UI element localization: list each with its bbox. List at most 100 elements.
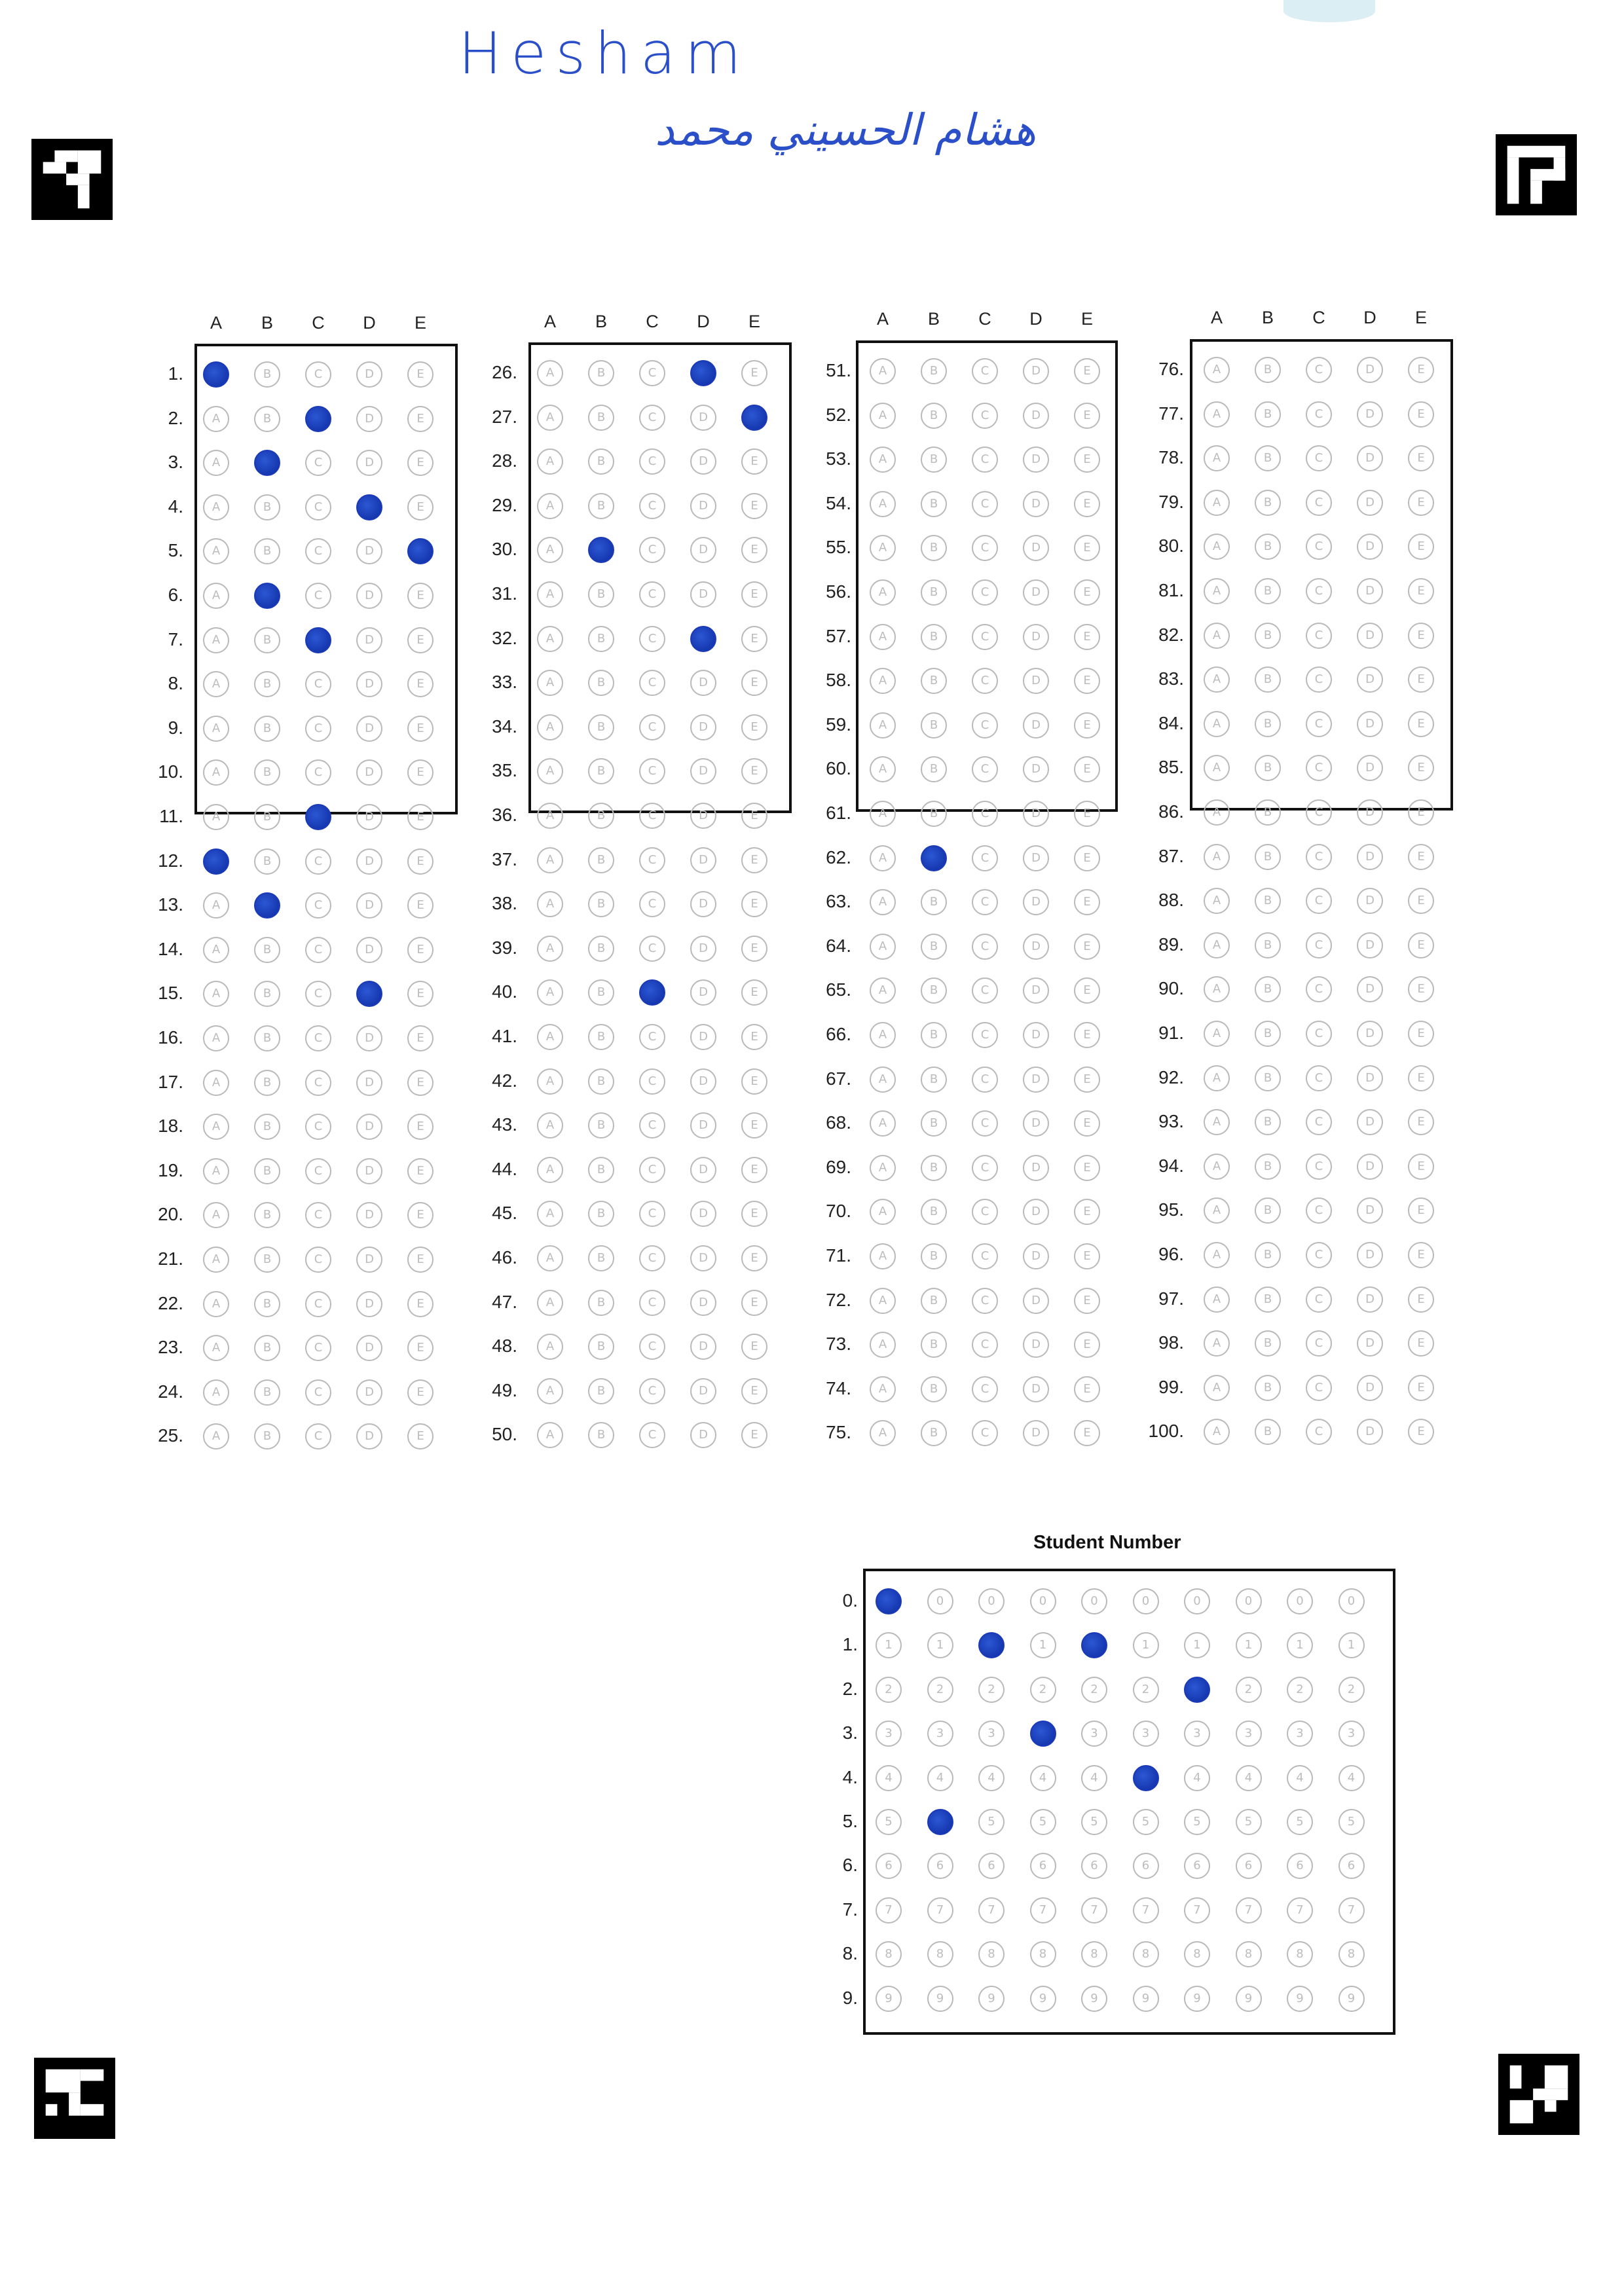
answer-bubble-76-d[interactable]: D (1357, 357, 1383, 383)
answer-bubble-21-e[interactable]: E (407, 1247, 434, 1273)
answer-bubble-94-a[interactable]: A (1204, 1153, 1230, 1180)
answer-bubble-29-b[interactable]: B (588, 492, 614, 519)
answer-bubble-72-a[interactable]: A (870, 1287, 896, 1314)
answer-bubble-12-c[interactable]: C (305, 848, 331, 875)
answer-bubble-94-c[interactable]: C (1306, 1153, 1332, 1180)
answer-bubble-95-b[interactable]: B (1255, 1197, 1281, 1224)
answer-bubble-29-c[interactable]: C (639, 492, 665, 519)
answer-bubble-99-d[interactable]: D (1357, 1374, 1383, 1401)
answer-bubble-75-a[interactable]: A (870, 1420, 896, 1447)
answer-bubble-27-b[interactable]: B (588, 404, 614, 431)
student-number-bubble-col8-6[interactable]: 6 (1235, 1853, 1262, 1880)
answer-bubble-79-c[interactable]: C (1306, 489, 1332, 516)
answer-bubble-92-d[interactable]: D (1357, 1065, 1383, 1091)
answer-bubble-81-c[interactable]: C (1306, 578, 1332, 604)
answer-bubble-63-a[interactable]: A (870, 889, 896, 916)
answer-bubble-58-b[interactable]: B (921, 668, 947, 695)
answer-bubble-77-c[interactable]: C (1306, 401, 1332, 428)
student-number-bubble-col9-9[interactable]: 9 (1287, 1985, 1313, 2012)
student-number-bubble-col3-6[interactable]: 6 (978, 1853, 1005, 1880)
answer-bubble-82-e[interactable]: E (1408, 622, 1434, 649)
student-number-bubble-col4-5[interactable]: 5 (1029, 1809, 1056, 1835)
student-number-bubble-col5-9[interactable]: 9 (1081, 1985, 1107, 2012)
answer-bubble-51-b[interactable]: B (921, 358, 947, 384)
answer-bubble-64-d[interactable]: D (1023, 933, 1049, 960)
answer-bubble-78-a[interactable]: A (1204, 445, 1230, 472)
answer-bubble-77-b[interactable]: B (1255, 401, 1281, 428)
answer-bubble-56-c[interactable]: C (972, 579, 998, 606)
answer-bubble-32-d[interactable]: D (690, 625, 716, 652)
student-number-bubble-col2-2[interactable]: 2 (927, 1676, 953, 1703)
answer-bubble-93-a[interactable]: A (1204, 1109, 1230, 1136)
answer-bubble-65-e[interactable]: E (1074, 977, 1100, 1004)
answer-bubble-67-a[interactable]: A (870, 1066, 896, 1093)
answer-bubble-89-d[interactable]: D (1357, 932, 1383, 958)
answer-bubble-92-e[interactable]: E (1408, 1065, 1434, 1091)
answer-bubble-24-d[interactable]: D (356, 1379, 382, 1406)
answer-bubble-98-a[interactable]: A (1204, 1330, 1230, 1357)
answer-bubble-64-b[interactable]: B (921, 933, 947, 960)
answer-bubble-53-c[interactable]: C (972, 446, 998, 473)
answer-bubble-29-e[interactable]: E (741, 492, 767, 519)
answer-bubble-86-a[interactable]: A (1204, 799, 1230, 826)
answer-bubble-2-b[interactable]: B (254, 405, 280, 432)
student-number-bubble-col6-9[interactable]: 9 (1132, 1985, 1159, 2012)
answer-bubble-26-d[interactable]: D (690, 360, 716, 386)
answer-bubble-36-c[interactable]: C (639, 803, 665, 829)
answer-bubble-39-c[interactable]: C (639, 935, 665, 962)
answer-bubble-93-c[interactable]: C (1306, 1109, 1332, 1136)
answer-bubble-98-d[interactable]: D (1357, 1330, 1383, 1357)
answer-bubble-76-e[interactable]: E (1408, 357, 1434, 383)
student-number-bubble-col6-7[interactable]: 7 (1132, 1897, 1159, 1923)
answer-bubble-29-d[interactable]: D (690, 492, 716, 519)
answer-bubble-73-c[interactable]: C (972, 1332, 998, 1358)
answer-bubble-68-c[interactable]: C (972, 1110, 998, 1137)
answer-bubble-79-b[interactable]: B (1255, 489, 1281, 516)
answer-bubble-40-a[interactable]: A (537, 979, 563, 1006)
answer-bubble-52-a[interactable]: A (870, 402, 896, 429)
answer-bubble-15-c[interactable]: C (305, 981, 331, 1008)
answer-bubble-53-e[interactable]: E (1074, 446, 1100, 473)
answer-bubble-7-a[interactable]: A (203, 627, 229, 653)
answer-bubble-47-e[interactable]: E (741, 1289, 767, 1316)
answer-bubble-46-a[interactable]: A (537, 1245, 563, 1271)
answer-bubble-58-c[interactable]: C (972, 668, 998, 695)
answer-bubble-44-d[interactable]: D (690, 1156, 716, 1183)
answer-bubble-46-e[interactable]: E (741, 1245, 767, 1271)
answer-bubble-13-c[interactable]: C (305, 892, 331, 919)
answer-bubble-80-d[interactable]: D (1357, 534, 1383, 560)
answer-bubble-3-e[interactable]: E (407, 450, 434, 477)
answer-bubble-43-d[interactable]: D (690, 1112, 716, 1139)
answer-bubble-52-e[interactable]: E (1074, 402, 1100, 429)
answer-bubble-87-d[interactable]: D (1357, 843, 1383, 870)
answer-bubble-14-a[interactable]: A (203, 936, 229, 963)
answer-bubble-95-c[interactable]: C (1306, 1197, 1332, 1224)
student-number-bubble-col8-8[interactable]: 8 (1235, 1941, 1262, 1968)
answer-bubble-19-a[interactable]: A (203, 1157, 229, 1184)
student-number-bubble-col5-8[interactable]: 8 (1081, 1941, 1107, 1968)
answer-bubble-85-b[interactable]: B (1255, 755, 1281, 782)
answer-bubble-30-d[interactable]: D (690, 537, 716, 564)
answer-bubble-90-c[interactable]: C (1306, 976, 1332, 1003)
answer-bubble-85-e[interactable]: E (1408, 755, 1434, 782)
answer-bubble-69-b[interactable]: B (921, 1154, 947, 1181)
answer-bubble-9-b[interactable]: B (254, 715, 280, 742)
student-number-bubble-col9-3[interactable]: 3 (1287, 1721, 1313, 1747)
answer-bubble-80-c[interactable]: C (1306, 534, 1332, 560)
answer-bubble-41-a[interactable]: A (537, 1024, 563, 1050)
answer-bubble-61-e[interactable]: E (1074, 801, 1100, 827)
answer-bubble-60-c[interactable]: C (972, 756, 998, 783)
student-number-bubble-col2-0[interactable]: 0 (927, 1588, 953, 1614)
answer-bubble-33-c[interactable]: C (639, 670, 665, 697)
answer-bubble-1-e[interactable]: E (407, 361, 434, 388)
answer-bubble-69-d[interactable]: D (1023, 1154, 1049, 1181)
answer-bubble-96-b[interactable]: B (1255, 1242, 1281, 1268)
answer-bubble-49-b[interactable]: B (588, 1377, 614, 1404)
answer-bubble-25-d[interactable]: D (356, 1423, 382, 1450)
answer-bubble-83-d[interactable]: D (1357, 666, 1383, 693)
answer-bubble-52-b[interactable]: B (921, 402, 947, 429)
student-number-bubble-col10-9[interactable]: 9 (1338, 1985, 1365, 2012)
answer-bubble-30-b[interactable]: B (588, 537, 614, 564)
answer-bubble-35-c[interactable]: C (639, 758, 665, 785)
answer-bubble-50-b[interactable]: B (588, 1422, 614, 1449)
